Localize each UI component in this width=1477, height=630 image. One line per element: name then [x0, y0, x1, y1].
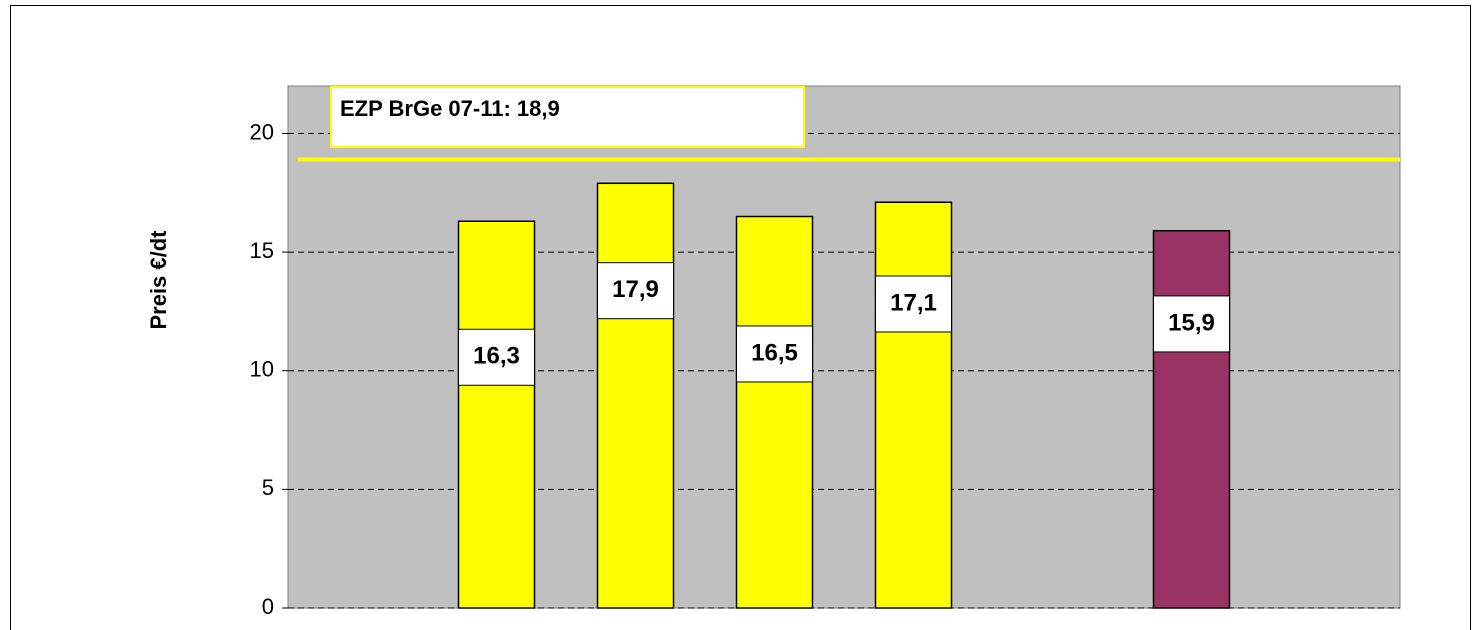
data-label-box [1153, 295, 1230, 353]
data-label-box [458, 328, 535, 386]
data-label: 16,3 [473, 343, 520, 370]
bar [1152, 229, 1231, 609]
bar [735, 215, 814, 609]
annotation: EZP BrGe 07-11: 18,9 [340, 96, 560, 121]
annotation-box [330, 86, 805, 148]
y-axis-label: Preis €/dt [146, 230, 171, 330]
y-tick-label: 20 [250, 119, 274, 144]
data-label: 16,5 [751, 339, 798, 366]
y-tick-label: 10 [250, 357, 274, 382]
bar [874, 201, 953, 609]
plot-area [287, 85, 1401, 609]
data-label-box [736, 325, 813, 383]
data-label-box [875, 275, 952, 333]
y-tick-label: 5 [262, 475, 274, 500]
data-label: 17,9 [612, 276, 659, 303]
data-label: 17,1 [890, 289, 937, 316]
data-label-box [597, 262, 674, 320]
bar [596, 182, 675, 609]
y-tick-label: 15 [250, 238, 274, 263]
data-label: 15,9 [1168, 309, 1215, 336]
bar [457, 220, 536, 609]
y-tick-label: 0 [262, 594, 274, 619]
